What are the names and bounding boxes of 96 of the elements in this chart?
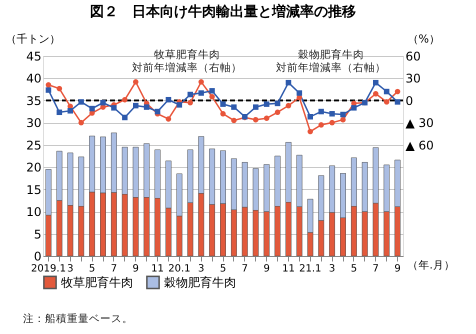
x-tick-label: 7 <box>242 264 248 274</box>
x-tick-label: 9 <box>394 264 401 274</box>
x-tick-label: 20.1 <box>168 264 190 274</box>
x-tick-label: 11 <box>282 264 295 274</box>
annotation: 対前年増減率（右軸） <box>276 61 386 74</box>
x-tick-label: 7 <box>110 264 118 274</box>
point <box>264 101 270 107</box>
x-tick-label: 11 <box>151 264 164 274</box>
point <box>318 122 324 128</box>
point <box>89 106 95 112</box>
point <box>308 128 314 134</box>
point <box>122 96 128 102</box>
point <box>394 88 400 94</box>
point <box>296 90 302 96</box>
point <box>318 108 324 114</box>
y-axis-title: （千トン） <box>6 32 60 46</box>
point <box>144 104 150 110</box>
y-tick-label: 5 <box>34 227 42 242</box>
point <box>231 104 237 110</box>
point <box>166 116 172 122</box>
y-tick-label: 20 <box>26 160 42 175</box>
annotation: 穀物肥育牛肉 <box>298 48 364 61</box>
chart-title: 図２ 日本向け牛肉輸出量と増減率の推移 <box>90 3 356 20</box>
point <box>384 88 390 94</box>
point <box>220 111 226 117</box>
x-tick-label: 3 <box>67 264 74 274</box>
y2-tick-label: ▲ 30 <box>406 116 434 130</box>
point <box>340 112 346 118</box>
point <box>188 92 194 98</box>
point <box>372 80 378 86</box>
y-tick-label: 30 <box>26 116 42 130</box>
y-tick-label: 25 <box>26 138 42 152</box>
y-tick-label: 0 <box>34 250 42 264</box>
x-tick-label: 9 <box>132 264 139 274</box>
point <box>286 80 292 86</box>
point <box>188 100 194 106</box>
point <box>231 118 237 124</box>
point <box>372 91 378 97</box>
point <box>56 86 62 92</box>
point <box>264 115 270 121</box>
y-tick-label: 10 <box>26 205 42 220</box>
x-tick-label: 5 <box>88 264 96 274</box>
point <box>166 96 172 102</box>
point <box>220 101 226 107</box>
x-axis-title: （年.月） <box>408 260 455 272</box>
y2-axis-title: （%） <box>408 32 440 46</box>
x-tick-label: 5 <box>350 264 358 274</box>
x-tick-label: 5 <box>220 264 226 274</box>
point <box>132 79 138 85</box>
point <box>132 102 138 108</box>
point <box>154 108 160 114</box>
point <box>340 116 346 122</box>
point <box>209 88 215 94</box>
point <box>176 102 182 108</box>
y2-tick-label: 30 <box>406 72 421 86</box>
point <box>308 114 314 120</box>
point <box>252 116 258 122</box>
y-tick-label: 40 <box>26 72 42 86</box>
point <box>286 102 292 108</box>
annotation: 対前年増減率（右軸） <box>132 61 242 74</box>
legend-label: 牧草肥育牛肉 <box>61 275 133 290</box>
point <box>252 104 258 110</box>
x-tick-label: 9 <box>263 264 270 274</box>
point <box>394 99 400 105</box>
point <box>46 87 52 93</box>
point <box>209 94 215 100</box>
y-tick-label: 45 <box>26 50 42 64</box>
point <box>78 120 84 126</box>
point <box>329 111 335 117</box>
point <box>122 114 128 120</box>
point <box>274 100 280 106</box>
annotation: 牧草肥育牛肉 <box>154 48 220 61</box>
x-tick-label: 2019.1 <box>30 264 66 274</box>
point <box>198 79 204 85</box>
point <box>56 110 62 116</box>
y2-tick-label: 0 <box>406 94 414 108</box>
point <box>329 120 335 126</box>
point <box>111 105 117 111</box>
y2-tick-label: 60 <box>406 50 421 64</box>
point <box>100 100 106 106</box>
point <box>198 90 204 96</box>
text: 注：船積重量ベース。 <box>23 312 133 325</box>
point <box>351 105 357 111</box>
y-tick-label: 15 <box>26 182 42 197</box>
y2-tick-label: ▲ 60 <box>406 138 434 152</box>
point <box>68 108 74 114</box>
x-tick-label: 21.1 <box>299 264 322 274</box>
x-tick-label: 3 <box>198 264 204 274</box>
legend-label: 穀物肥育牛肉 <box>164 275 236 290</box>
x-tick-label: 7 <box>372 264 379 274</box>
point <box>46 82 52 88</box>
x-tick-label: 3 <box>328 264 336 274</box>
y-tick-label: 35 <box>26 94 42 108</box>
point <box>78 99 84 105</box>
point <box>274 110 280 116</box>
point <box>384 99 390 105</box>
